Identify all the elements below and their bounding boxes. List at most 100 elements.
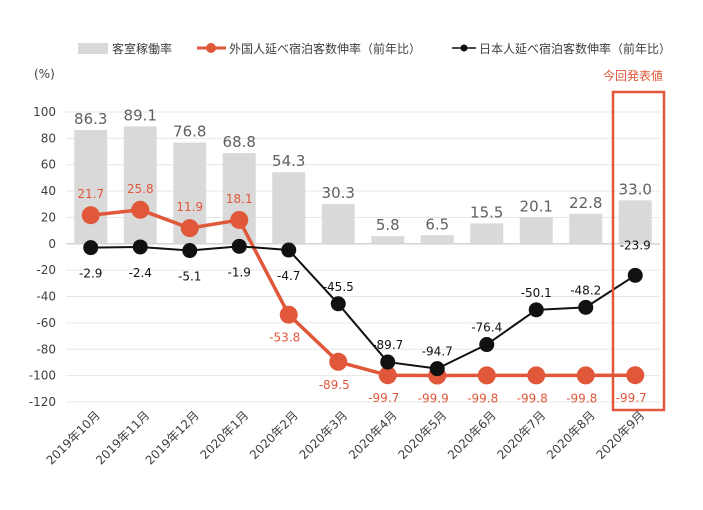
legend-swatch-occupancy — [78, 43, 108, 54]
line-foreign-path — [90, 208, 636, 378]
line-foreign: 21.7 25.8 11.9 18.1 -53.8 -89.5 -99.7 -99.9 -99.… — [77, 182, 646, 406]
bar-occupancy — [371, 236, 405, 244]
y-axis-ticks: 100 80 60 40 20 0 -20 -40 -60 -80 -100 -120 — [29, 105, 56, 409]
point-japanese — [429, 361, 445, 377]
point-foreign-label: -99.7 — [368, 391, 399, 405]
point-foreign-label: -99.8 — [467, 391, 498, 405]
point-foreign-label: -53.8 — [269, 331, 300, 345]
point-japanese-label: -94.7 — [422, 345, 453, 359]
legend: 客室稼働率 外国人延べ宿泊客数伸率（前年比） 日本人延べ宿泊客数伸率（前年比） — [78, 41, 671, 56]
x-category-label: 2019年12月 — [143, 408, 202, 467]
point-japanese — [231, 238, 247, 254]
y-axis-unit: (%) — [34, 67, 55, 81]
point-japanese-label: -48.2 — [570, 283, 601, 297]
point-japanese-label: -4.7 — [277, 269, 300, 283]
y-tick-label: 100 — [33, 105, 56, 119]
x-category-label: 2020年5月 — [395, 408, 449, 462]
point-foreign — [576, 366, 595, 385]
bar-occupancy — [470, 223, 504, 244]
bar-occupancy — [519, 217, 553, 244]
y-tick-label: -40 — [36, 290, 56, 304]
y-tick-label: -80 — [36, 342, 56, 356]
y-tick-label: -60 — [36, 316, 56, 330]
point-foreign — [329, 352, 348, 371]
bar-occupancy — [569, 213, 603, 244]
point-japanese-label: -2.9 — [79, 267, 102, 281]
point-foreign — [131, 200, 150, 219]
point-foreign-label: -89.5 — [319, 378, 350, 392]
x-category-label: 2020年1月 — [197, 408, 251, 462]
point-japanese — [182, 243, 198, 259]
point-foreign — [81, 206, 100, 225]
y-tick-label: 60 — [41, 158, 56, 172]
bar-occupancy-label: 86.3 — [74, 110, 107, 128]
point-japanese-label: -89.7 — [372, 338, 403, 352]
point-foreign-label: -99.8 — [566, 391, 597, 405]
x-category-label: 2020年6月 — [445, 408, 499, 462]
x-category-label: 2020年2月 — [247, 408, 301, 462]
point-foreign-label: 21.7 — [77, 187, 104, 201]
point-japanese — [330, 296, 346, 312]
legend-label-foreign: 外国人延べ宿泊客数伸率（前年比） — [229, 41, 421, 56]
legend-swatch-foreign-marker — [206, 43, 216, 53]
point-foreign — [230, 210, 249, 229]
x-category-label: 2020年9月 — [593, 408, 647, 462]
bar-occupancy — [123, 126, 157, 244]
bar-occupancy — [74, 130, 108, 244]
point-japanese-label: -23.9 — [620, 238, 651, 252]
point-foreign — [279, 305, 298, 324]
x-category-label: 2020年8月 — [544, 408, 598, 462]
point-japanese-label: -50.1 — [521, 286, 552, 300]
point-foreign-label: 11.9 — [176, 200, 203, 214]
point-foreign — [477, 366, 496, 385]
point-japanese — [83, 240, 99, 256]
y-tick-label: 0 — [48, 237, 56, 251]
y-tick-label: 40 — [41, 184, 56, 198]
bar-occupancy-label: 6.5 — [425, 215, 449, 233]
point-japanese — [578, 299, 594, 315]
bar-occupancy-label: 20.1 — [520, 197, 553, 215]
highlight-box-latest — [611, 90, 666, 412]
bar-occupancy — [321, 203, 355, 244]
point-japanese — [479, 337, 495, 353]
y-tick-label: -120 — [29, 395, 56, 409]
point-japanese — [528, 302, 544, 318]
bar-occupancy-label: 54.3 — [272, 152, 305, 170]
bar-occupancy — [272, 172, 306, 244]
point-foreign — [378, 366, 397, 385]
bar-occupancy-label: 15.5 — [470, 203, 503, 221]
point-foreign — [527, 366, 546, 385]
legend-label-occupancy: 客室稼働率 — [112, 41, 172, 56]
bars-occupancy: 86.3 89.1 76.8 68.8 54.3 30.3 5.8 6.5 15.5 20.1 22… — [74, 106, 652, 244]
x-category-label: 2020年3月 — [296, 408, 350, 462]
point-japanese-label: -45.5 — [323, 280, 354, 294]
point-foreign — [626, 366, 645, 385]
y-tick-label: 80 — [41, 131, 56, 145]
point-foreign-label: -99.7 — [616, 391, 647, 405]
line-japanese: -2.9 -2.4 -5.1 -1.9 -4.7 -45.5 -89.7 -94.7 -76.4… — [79, 238, 651, 377]
point-japanese-label: -5.1 — [178, 270, 201, 284]
line-japanese-path — [90, 245, 636, 370]
point-japanese-label: -76.4 — [471, 321, 502, 335]
bar-occupancy-label: 68.8 — [223, 133, 256, 151]
point-japanese-label: -2.4 — [129, 266, 152, 280]
point-japanese — [380, 354, 396, 370]
x-category-label: 2020年4月 — [346, 408, 400, 462]
x-axis-categories: 2019年10月2019年11月2019年12月2020年1月2020年2月20… — [44, 408, 648, 467]
bar-occupancy-label: 5.8 — [376, 216, 400, 234]
y-tick-label: -20 — [36, 263, 56, 277]
y-tick-label: -100 — [29, 369, 56, 383]
point-foreign-label: 25.8 — [127, 182, 154, 196]
point-foreign-label: -99.9 — [418, 392, 449, 406]
point-japanese — [281, 242, 297, 258]
legend-label-japanese: 日本人延べ宿泊客数伸率（前年比） — [479, 41, 671, 56]
point-japanese-label: -1.9 — [228, 265, 251, 279]
point-japanese — [627, 267, 643, 283]
point-foreign-label: -99.8 — [517, 391, 548, 405]
point-foreign — [180, 219, 199, 238]
legend-swatch-japanese-marker — [460, 44, 468, 52]
bar-occupancy-label: 89.1 — [124, 106, 157, 124]
bar-occupancy-label: 33.0 — [619, 180, 652, 198]
x-category-label: 2020年7月 — [494, 408, 548, 462]
